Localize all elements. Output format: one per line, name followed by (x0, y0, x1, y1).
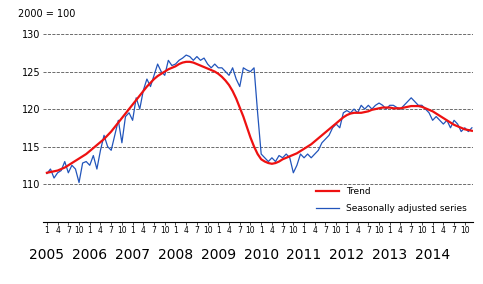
Text: 2000 = 100: 2000 = 100 (18, 9, 75, 19)
Legend: Trend, Seasonally adjusted series: Trend, Seasonally adjusted series (314, 185, 469, 215)
